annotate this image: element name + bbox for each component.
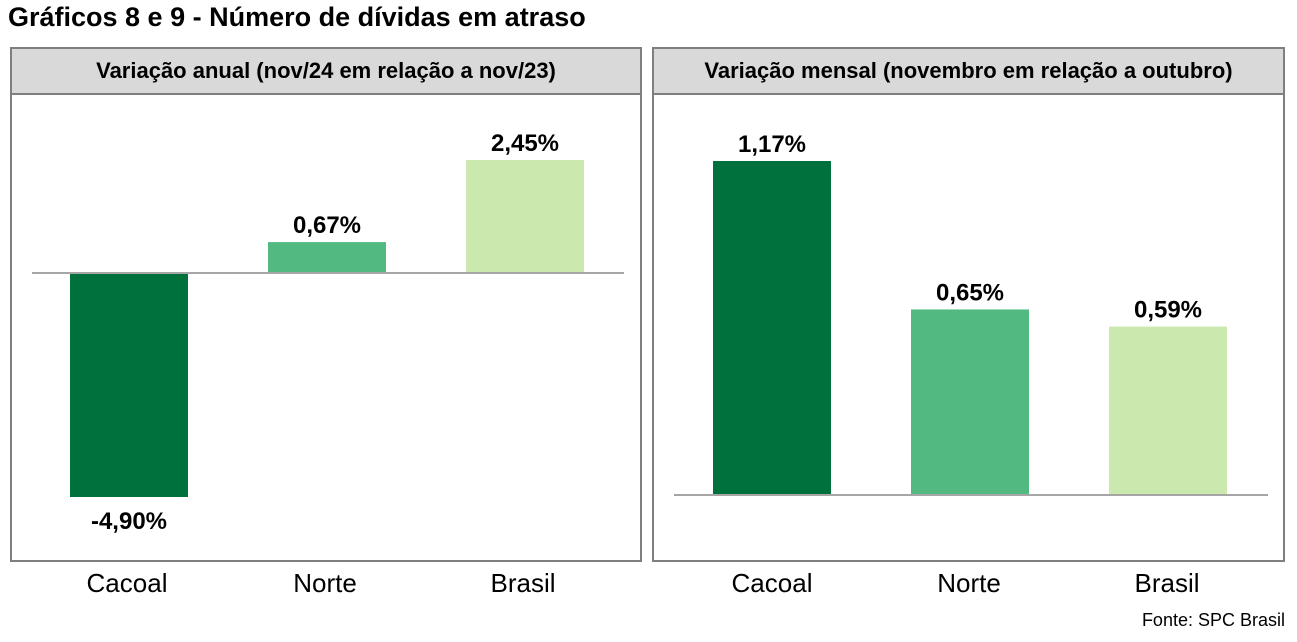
bar-cacoal-monthly [713, 161, 831, 495]
monthly-plot-area: 1,17% 0,65% 0,59% [654, 95, 1283, 560]
monthly-variation-chart: Variação mensal (novembro em relação a o… [652, 47, 1285, 562]
data-label-norte-annual: 0,67% [293, 212, 361, 239]
page-title: Gráficos 8 e 9 - Número de dívidas em at… [8, 2, 586, 32]
data-label-norte-monthly: 0,65% [936, 279, 1004, 306]
annual-chart-title: Variação anual (nov/24 em relação a nov/… [12, 49, 640, 95]
category-label-norte-annual: Norte [293, 568, 357, 598]
category-label-brasil-monthly: Brasil [1134, 568, 1200, 598]
bar-cacoal-annual [70, 273, 188, 497]
monthly-chart-svg: 1,17% 0,65% 0,59% [674, 131, 1268, 496]
data-label-cacoal-annual: -4,90% [91, 508, 167, 535]
category-label-norte-monthly: Norte [937, 568, 1001, 598]
data-label-brasil-monthly: 0,59% [1134, 297, 1202, 324]
source-note: Fonte: SPC Brasil [1141, 610, 1285, 630]
data-label-cacoal-monthly: 1,17% [738, 131, 806, 158]
category-label-brasil-annual: Brasil [490, 568, 556, 598]
category-label-cacoal-annual: Cacoal [86, 568, 168, 598]
data-label-brasil-annual: 2,45% [491, 130, 559, 157]
category-label-cacoal-monthly: Cacoal [731, 568, 813, 598]
bar-norte-monthly [911, 309, 1029, 495]
annual-variation-chart: Variação anual (nov/24 em relação a nov/… [10, 47, 642, 562]
annual-plot-area: -4,90% 0,67% 2,45% [12, 95, 640, 560]
bar-brasil-annual [466, 160, 584, 273]
bar-norte-annual [268, 242, 386, 273]
bar-brasil-monthly [1109, 326, 1227, 495]
monthly-chart-title: Variação mensal (novembro em relação a o… [654, 49, 1283, 95]
annual-chart-svg: -4,90% 0,67% 2,45% [32, 130, 624, 535]
